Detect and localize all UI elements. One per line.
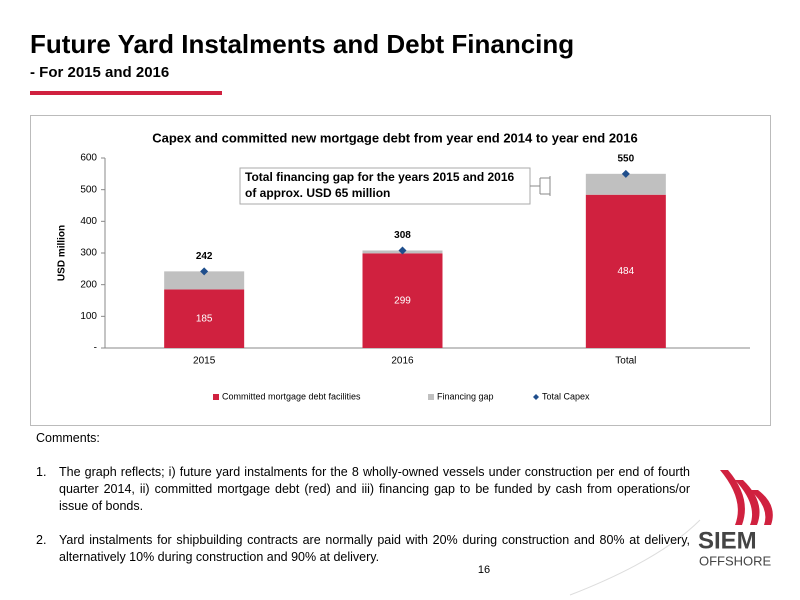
value-label: 299 — [394, 295, 411, 306]
page-number: 16 — [478, 564, 490, 576]
logo: SIEM OFFSHORE — [569, 470, 773, 596]
item-text: The graph reflects; i) future yard insta… — [59, 465, 690, 513]
bar-segment — [362, 253, 443, 348]
logo-sail — [720, 470, 745, 525]
y-tick-label: 300 — [80, 248, 97, 259]
item-text: Yard instalments for shipbuilding contra… — [59, 533, 690, 564]
y-tick-label: 500 — [80, 184, 97, 195]
legend-label: Committed mortgage debt facilities — [222, 391, 361, 401]
bar-segment — [164, 289, 245, 348]
y-tick-label: 100 — [80, 311, 97, 322]
x-tick-label: 2015 — [193, 356, 216, 367]
logo-name: SIEM — [698, 527, 757, 554]
item-number: 1. — [36, 465, 47, 479]
marker — [200, 267, 209, 276]
value-label: 550 — [617, 153, 634, 164]
bar-segment — [585, 173, 666, 195]
slide-title: Future Yard Instalments and Debt Financi… — [30, 29, 574, 59]
x-tick-label: Total — [615, 356, 636, 367]
comments-heading: Comments: — [36, 431, 100, 445]
y-tick-label: 400 — [80, 216, 97, 227]
value-label: 242 — [196, 251, 213, 262]
value-label: 185 — [196, 313, 213, 324]
title-underline — [30, 91, 222, 95]
logo-tagline: OFFSHORE — [699, 553, 772, 568]
y-tick-label: 600 — [80, 153, 97, 164]
value-label: 308 — [394, 230, 411, 241]
legend-label: Total Capex — [542, 391, 590, 401]
chart-frame — [30, 115, 771, 426]
logo-sail — [750, 490, 773, 525]
marker — [621, 169, 630, 178]
comments: Comments: 1. The graph reflects; i) futur… — [36, 430, 690, 566]
legend-swatch — [213, 394, 219, 400]
annotation-bracket — [530, 176, 551, 196]
legend-marker — [533, 394, 539, 400]
value-label: 484 — [617, 266, 634, 277]
marker — [398, 246, 407, 255]
y-axis-label: USD million — [57, 225, 68, 281]
plot: - 100 200 300 400 500 600 2015 2016 Total 185 299 48… — [80, 153, 750, 401]
annotation-line: Total financing gap for the years 2015 a… — [245, 170, 515, 184]
annotation-line: of approx. USD 65 million — [245, 186, 390, 200]
y-tick-label: 200 — [80, 279, 97, 290]
annotation-box — [239, 167, 531, 205]
logo-swoosh — [569, 519, 701, 596]
item-number: 2. — [36, 533, 47, 547]
y-tick-label: - — [94, 343, 97, 354]
bar-segment — [164, 271, 245, 290]
slide-subtitle: - For 2015 and 2016 — [30, 64, 169, 81]
legend-label: Financing gap — [437, 391, 494, 401]
legend-swatch — [428, 394, 434, 400]
comment-item: 2. Yard instalments for shipbuilding cont… — [36, 532, 690, 566]
x-tick-label: 2016 — [391, 356, 414, 367]
logo-sail — [735, 480, 760, 525]
comment-item: 1. The graph reflects; i) future yard ins… — [36, 464, 690, 515]
bar-segment — [585, 194, 666, 348]
chart-title: Capex and committed new mortgage debt fr… — [152, 130, 638, 145]
